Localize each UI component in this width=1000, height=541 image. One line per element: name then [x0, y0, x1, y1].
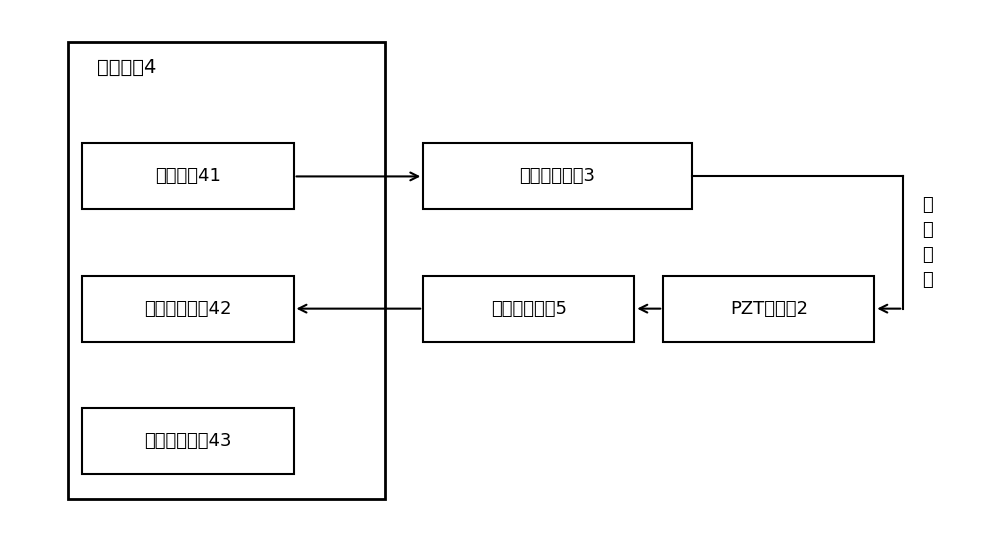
Text: 激励单元41: 激励单元41 — [155, 167, 221, 186]
Text: 前置放大模块5: 前置放大模块5 — [491, 300, 567, 318]
Bar — [82, 143, 294, 209]
Bar — [423, 275, 634, 342]
Text: PZT传感器2: PZT传感器2 — [730, 300, 808, 318]
Text: 结
构
响
应: 结 构 响 应 — [922, 196, 933, 289]
Text: 信号采集单元42: 信号采集单元42 — [144, 300, 232, 318]
Text: 无线通信单元43: 无线通信单元43 — [144, 432, 232, 450]
Bar — [82, 275, 294, 342]
Bar — [68, 42, 385, 499]
Text: 主控模块4: 主控模块4 — [97, 58, 156, 77]
Bar — [82, 408, 294, 474]
Bar — [663, 275, 874, 342]
Text: 定向敲击组件3: 定向敲击组件3 — [520, 167, 596, 186]
Bar — [423, 143, 692, 209]
